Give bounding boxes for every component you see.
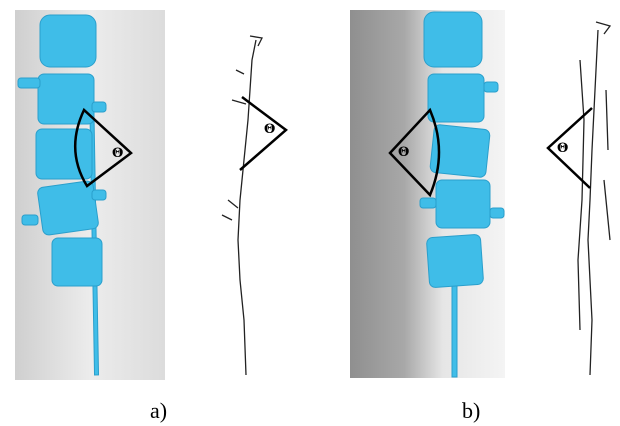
angle-label: Θ [264,122,275,137]
sketch-a: Θ [221,35,288,376]
angle-label: Θ [112,146,123,161]
angle-label: Θ [557,141,568,156]
panel-label: a) [150,398,167,423]
panel-label: b) [462,398,480,423]
sketch-b: Θ [546,21,612,376]
render-a: Θ [15,10,165,380]
angle-label: Θ [398,145,409,160]
render-b: Θ [350,10,505,378]
